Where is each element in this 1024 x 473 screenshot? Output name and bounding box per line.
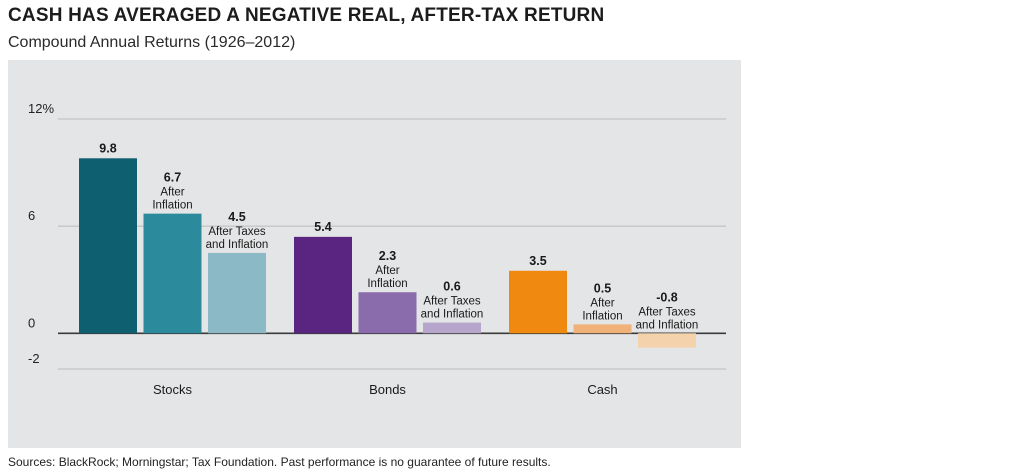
bar xyxy=(143,213,202,334)
bar-sublabel: After Taxes xyxy=(423,296,481,308)
x-category-label: Cash xyxy=(587,382,617,397)
bar-sublabel: After Taxes xyxy=(208,226,266,238)
bar-sublabel: Inflation xyxy=(367,278,407,290)
bar-sublabel: Inflation xyxy=(152,200,192,212)
x-category-label: Bonds xyxy=(369,382,406,397)
bar xyxy=(573,324,632,334)
y-tick-label: 0 xyxy=(28,315,35,330)
bar-sublabel: and Inflation xyxy=(421,309,484,321)
bar xyxy=(358,292,417,334)
data-label: 9.8 xyxy=(99,141,116,155)
data-label: 0.5 xyxy=(594,281,611,295)
y-tick-label: 12% xyxy=(28,101,54,116)
y-tick-label: -2 xyxy=(28,351,40,366)
x-category-label: Stocks xyxy=(153,382,193,397)
data-label: 0.6 xyxy=(443,280,460,294)
data-label: -0.8 xyxy=(656,290,678,304)
data-label: 5.4 xyxy=(314,220,331,234)
bar xyxy=(79,158,137,334)
bar xyxy=(423,322,481,334)
bar xyxy=(638,333,696,348)
bar-sublabel: Inflation xyxy=(582,310,622,322)
data-label: 4.5 xyxy=(228,210,245,224)
bar-sublabel: and Inflation xyxy=(206,239,269,251)
bar-sublabel: After xyxy=(160,187,184,199)
data-label: 2.3 xyxy=(379,249,396,263)
bar xyxy=(208,252,266,334)
bar xyxy=(509,270,567,334)
data-label: 6.7 xyxy=(164,171,181,185)
source-note: Sources: BlackRock; Morningstar; Tax Fou… xyxy=(8,455,551,469)
bar-sublabel: After Taxes xyxy=(638,306,696,318)
chart-panel: 12% 6 0 -2 9.8 6.7 After Inflation 4.5 After Taxe… xyxy=(8,60,741,448)
chart-title: CASH HAS AVERAGED A NEGATIVE REAL, AFTER… xyxy=(8,5,605,26)
chart-subtitle: Compound Annual Returns (1926–2012) xyxy=(8,34,296,51)
y-tick-label: 6 xyxy=(28,208,35,223)
bar-sublabel: After xyxy=(375,265,399,277)
bar-sublabel: After xyxy=(590,297,614,309)
bar xyxy=(294,236,352,334)
bar-sublabel: and Inflation xyxy=(636,319,699,331)
data-label: 3.5 xyxy=(529,254,546,268)
